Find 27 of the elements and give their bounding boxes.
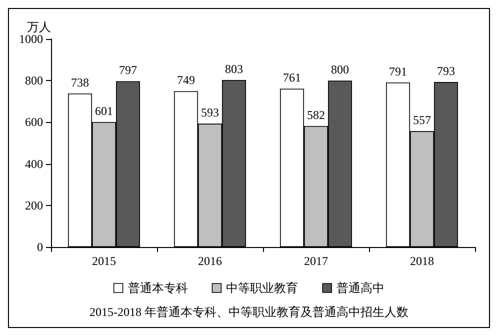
y-tick-label: 400 xyxy=(25,156,43,171)
x-tick-label: 2016 xyxy=(198,254,222,268)
data-label: 791 xyxy=(389,64,407,78)
x-tick-label: 2018 xyxy=(410,254,434,268)
y-tick-label: 800 xyxy=(25,74,43,88)
data-label: 738 xyxy=(71,75,89,90)
y-tick-label: 1000 xyxy=(19,32,43,46)
y-tick-label: 600 xyxy=(25,115,43,130)
data-label: 761 xyxy=(283,70,301,85)
x-tick-label: 2015 xyxy=(92,254,116,268)
y-tick-label: 0 xyxy=(37,240,43,254)
data-label: 793 xyxy=(437,64,455,78)
text: 2015-2018 年普通本专科、中等职业教育及普通高中招生人数 xyxy=(90,305,408,319)
data-label: 582 xyxy=(307,108,325,122)
data-label: 557 xyxy=(413,113,431,128)
data-label: 601 xyxy=(95,104,113,118)
y-tick-label: 200 xyxy=(25,198,43,212)
y-axis-title: 万人 xyxy=(27,20,51,34)
data-label: 593 xyxy=(201,106,219,120)
x-tick-label: 2017 xyxy=(304,254,328,268)
legend-label: 普通本专科 xyxy=(128,281,188,295)
data-label: 803 xyxy=(225,62,243,76)
legend-label: 中等职业教育 xyxy=(226,281,298,295)
legend-label: 普通高中 xyxy=(336,281,385,295)
data-label: 797 xyxy=(119,63,137,78)
data-label: 749 xyxy=(177,73,195,88)
data-label: 800 xyxy=(331,62,349,77)
